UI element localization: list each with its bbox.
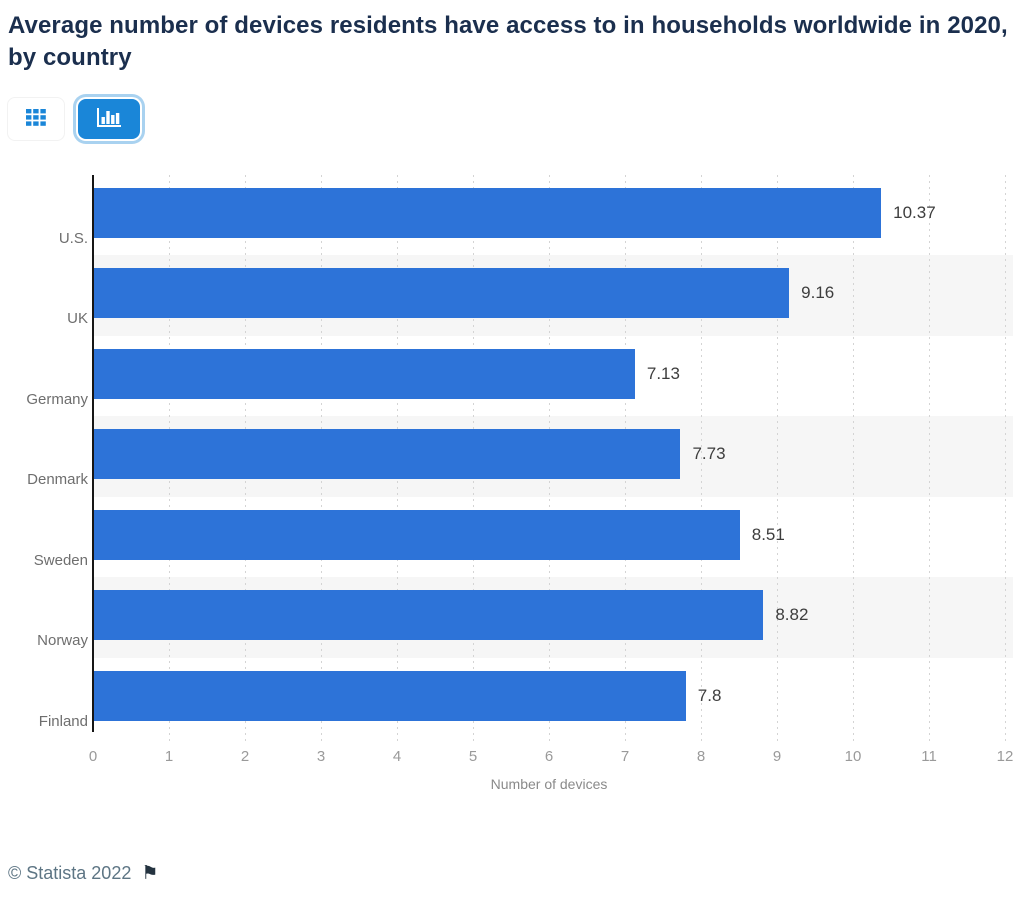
- chart-rows: U.S. 10.37 UK 9.16 Germany 7.13 Denmark 7.73 Swe…: [26, 175, 1013, 738]
- x-tick-label: 12: [996, 748, 1014, 765]
- table-grid-icon: [26, 109, 46, 129]
- x-tick-label: 8: [696, 748, 706, 765]
- x-tick-label: 5: [468, 748, 478, 765]
- category-label: Denmark: [27, 471, 88, 489]
- x-tick-label: 2: [240, 748, 250, 765]
- chart-row: UK 9.16: [67, 255, 1013, 336]
- chart-row: Finland 7.8: [39, 658, 1013, 738]
- x-tick-label: 1: [164, 748, 174, 765]
- bar[interactable]: [93, 670, 686, 721]
- value-label: 8.51: [751, 524, 785, 544]
- bar[interactable]: [93, 429, 681, 480]
- x-tick-label: 6: [544, 748, 554, 765]
- value-label: 8.82: [775, 605, 809, 625]
- bar-chart-icon: [97, 108, 121, 130]
- bar[interactable]: [93, 509, 740, 560]
- chart-row: Germany 7.13: [26, 336, 1013, 416]
- x-tick-label: 0: [88, 748, 98, 765]
- category-label: Germany: [26, 390, 88, 408]
- bar-chart: U.S. 10.37 UK 9.16 Germany 7.13 Denmark 7.73 Swe…: [0, 175, 1027, 825]
- x-tick-label: 3: [316, 748, 326, 765]
- category-label: Finland: [38, 712, 88, 730]
- category-label: UK: [67, 310, 88, 328]
- copyright-text: © Statista 2022: [8, 863, 132, 883]
- value-label: 10.37: [893, 203, 936, 222]
- category-label: U.S.: [58, 230, 88, 247]
- footer: © Statista 2022 ⚑: [8, 863, 158, 884]
- bar[interactable]: [93, 188, 882, 238]
- x-tick-label: 11: [921, 748, 937, 765]
- x-tick-label: 7: [620, 748, 630, 765]
- value-label: 7.8: [697, 685, 722, 705]
- category-label: Norway: [37, 632, 88, 650]
- y-axis-line: [92, 175, 94, 732]
- chart-row: Denmark 7.73: [27, 416, 1013, 497]
- x-tick-label: 10: [844, 748, 862, 765]
- value-label: 7.13: [646, 363, 680, 383]
- value-label: 9.16: [801, 283, 835, 303]
- chart-row: U.S. 10.37: [59, 175, 1013, 255]
- flag-icon: ⚑: [141, 863, 159, 884]
- value-label: 7.73: [692, 444, 726, 464]
- bar[interactable]: [93, 268, 790, 319]
- bar[interactable]: [93, 590, 764, 641]
- category-label: Sweden: [33, 551, 88, 569]
- x-axis-ticks: 0 1 2 3 4 5 6 7 8 9 10 11 12: [89, 748, 1014, 770]
- table-view-button[interactable]: [7, 97, 65, 141]
- view-toggle-group: [7, 97, 140, 141]
- page-title: Average number of devices residents have…: [8, 12, 1008, 71]
- x-tick-label: 4: [392, 748, 402, 765]
- chart-view-button[interactable]: [78, 99, 140, 139]
- plot-area: U.S. 10.37 UK 9.16 Germany 7.13 Denmark 7.73 Swe…: [26, 175, 1013, 745]
- x-axis-title: Number of devices: [490, 776, 608, 792]
- chart-row: Norway 8.82: [37, 577, 1013, 658]
- x-tick-label: 9: [772, 748, 782, 765]
- chart-row: Sweden 8.51: [34, 497, 1013, 577]
- bar[interactable]: [93, 348, 635, 399]
